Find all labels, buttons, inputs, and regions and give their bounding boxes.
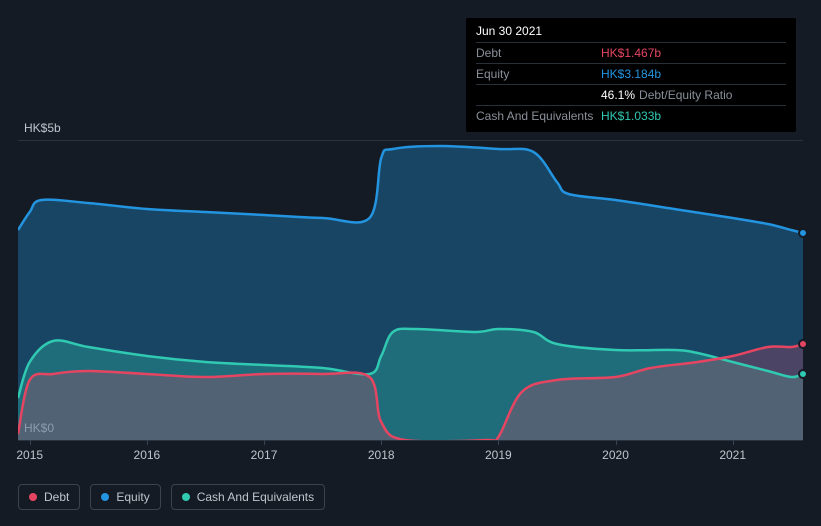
tooltip-row-label [476,88,601,102]
x-tick-mark [616,440,617,445]
tooltip-row-extra: Debt/Equity Ratio [639,88,732,102]
x-tick-mark [381,440,382,445]
legend-label: Debt [44,490,69,504]
tooltip-row: DebtHK$1.467b [476,43,786,64]
tooltip-rows: DebtHK$1.467bEquityHK$3.184b46.1%Debt/Eq… [476,43,786,126]
x-tick-mark [498,440,499,445]
legend-dot-icon [29,493,37,501]
x-tick-mark [30,440,31,445]
tooltip-date: Jun 30 2021 [476,24,786,43]
x-tick-mark [733,440,734,445]
chart-svg [18,140,803,440]
x-tick-label: 2015 [16,448,43,462]
x-tick-mark [147,440,148,445]
chart-area[interactable]: 2015201620172018201920202021 [18,140,803,440]
x-tick-label: 2016 [134,448,161,462]
tooltip-row: 46.1% Debt/Equity Ratio [476,85,786,106]
tooltip-row-value: HK$1.467b [601,46,661,60]
legend-item-debt[interactable]: Debt [18,484,80,510]
tooltip-row-value: 46.1% [601,88,635,102]
tooltip-row-label: Debt [476,46,601,60]
y-axis-label-max: HK$5b [24,121,61,135]
legend-dot-icon [182,493,190,501]
legend-dot-icon [101,493,109,501]
debt-end-marker [798,339,808,349]
legend-label: Cash And Equivalents [197,490,314,504]
chart-tooltip: Jun 30 2021 DebtHK$1.467bEquityHK$3.184b… [466,18,796,132]
x-tick-mark [264,440,265,445]
tooltip-row-label: Cash And Equivalents [476,109,601,123]
x-tick-label: 2021 [719,448,746,462]
tooltip-row-label: Equity [476,67,601,81]
cash-end-marker [798,369,808,379]
legend-item-cash-and-equivalents[interactable]: Cash And Equivalents [171,484,325,510]
x-tick-label: 2017 [251,448,278,462]
tooltip-row: EquityHK$3.184b [476,64,786,85]
chart-legend: Debt Equity Cash And Equivalents [18,484,325,510]
tooltip-row-value: HK$1.033b [601,109,661,123]
tooltip-row-value: HK$3.184b [601,67,661,81]
tooltip-row: Cash And EquivalentsHK$1.033b [476,106,786,126]
x-tick-label: 2019 [485,448,512,462]
gridline-bottom [18,440,803,441]
x-tick-label: 2020 [602,448,629,462]
legend-label: Equity [116,490,149,504]
x-tick-label: 2018 [368,448,395,462]
legend-item-equity[interactable]: Equity [90,484,160,510]
equity-end-marker [798,228,808,238]
